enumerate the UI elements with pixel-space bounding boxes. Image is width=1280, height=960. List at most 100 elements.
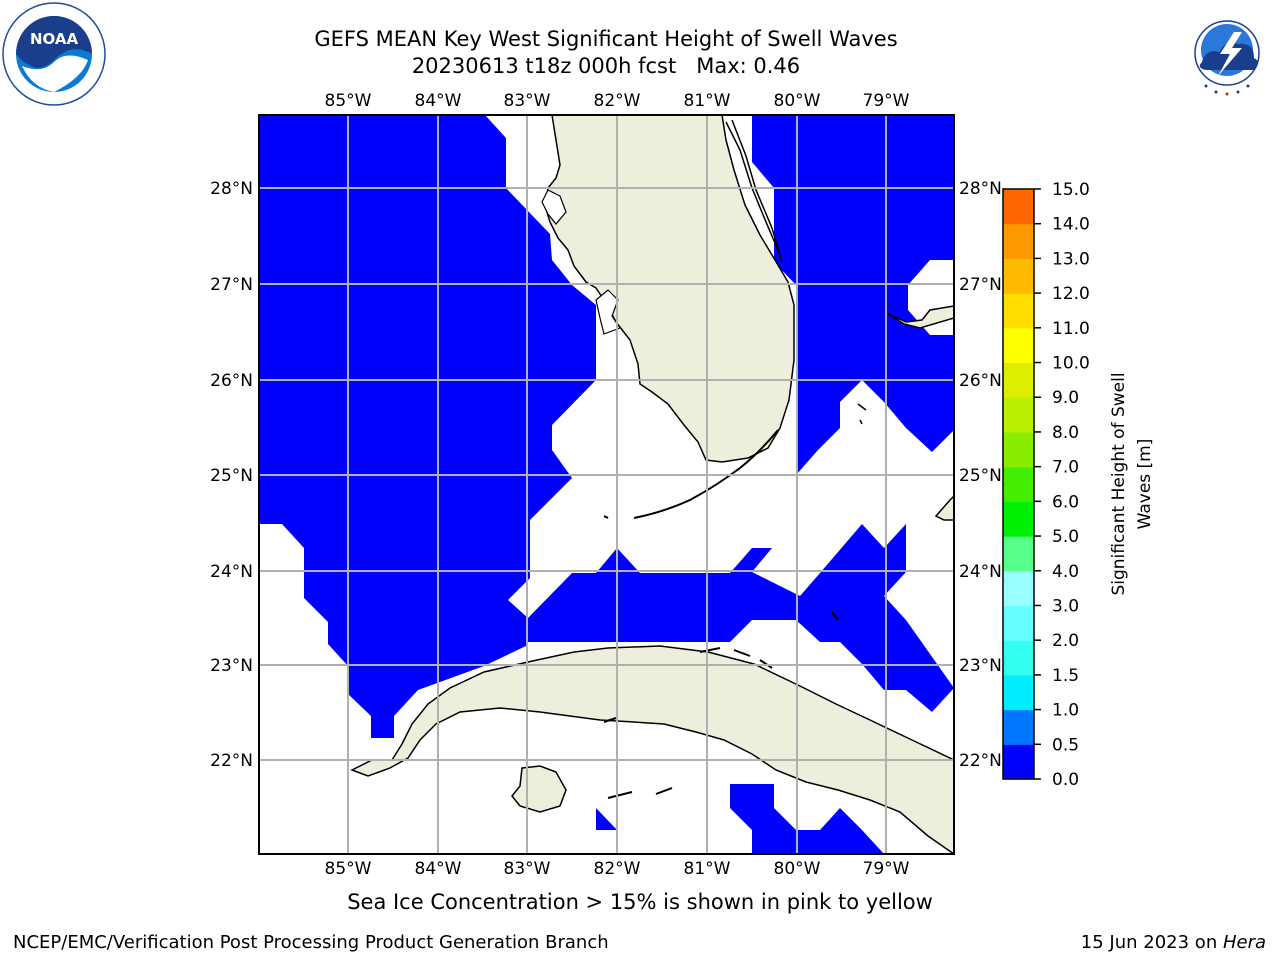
swell-region (752, 115, 954, 475)
lon-label-top: 83°W (504, 91, 551, 111)
lat-label-left: 27°N (210, 275, 253, 295)
colorbar-tick-label: 11.0 (1052, 319, 1090, 339)
lon-label-bottom: 85°W (325, 859, 372, 879)
map-area (259, 115, 954, 854)
lon-label-bottom: 79°W (863, 859, 910, 879)
colorbar-label: Significant Height of Swell Waves [m] (1109, 372, 1155, 595)
colorbar-segment (1003, 327, 1034, 364)
lat-label-right: 25°N (959, 466, 1002, 486)
colorbar-tick-label: 3.0 (1052, 596, 1079, 616)
lat-label-right: 23°N (959, 656, 1002, 676)
lat-label-left: 26°N (210, 371, 253, 391)
colorbar-tick-label: 9.0 (1052, 388, 1079, 408)
lon-labels-bottom: 85°W 84°W 83°W 82°W 81°W 80°W 79°W (325, 859, 910, 879)
cay-sal (831, 611, 839, 621)
colorbar-segment (1003, 744, 1034, 780)
colorbar-tick-label: 15.0 (1052, 180, 1090, 200)
lat-labels-left: 28°N 27°N 26°N 25°N 24°N 23°N 22°N (210, 179, 253, 771)
nws-logo (1177, 3, 1277, 103)
lon-label-bottom: 80°W (774, 859, 821, 879)
key-west-islet (603, 515, 609, 519)
colorbar-tick-label: 8.0 (1052, 423, 1079, 443)
sea-ice-note: Sea Ice Concentration > 15% is shown in … (347, 890, 933, 914)
swell-region (730, 784, 884, 854)
colorbar-tick-label: 13.0 (1052, 249, 1090, 269)
colorbar-segment (1003, 501, 1034, 537)
colorbar (1003, 189, 1034, 780)
colorbar-segment (1003, 536, 1034, 572)
colorbar-tick-label: 5.0 (1052, 527, 1079, 547)
lat-label-right: 24°N (959, 562, 1002, 582)
florida-keys (633, 429, 779, 519)
isle-of-youth (511, 765, 567, 813)
lat-labels-right: 28°N 27°N 26°N 25°N 24°N 23°N 22°N (959, 179, 1002, 771)
colorbar-segment (1003, 397, 1034, 433)
colorbar-segment (1003, 674, 1034, 711)
swell-region (596, 808, 617, 830)
lon-labels-top: 85°W 84°W 83°W 82°W 81°W 80°W 79°W (325, 91, 910, 111)
lon-label-top: 82°W (594, 91, 641, 111)
grand-bahama (887, 305, 954, 329)
lat-label-right: 26°N (959, 371, 1002, 391)
cuba-landmass (350, 645, 954, 854)
lat-label-left: 22°N (210, 751, 253, 771)
colorbar-tick-label: 0.5 (1052, 735, 1079, 755)
title-line-1: GEFS MEAN Key West Significant Height of… (314, 27, 898, 51)
colorbar-segment (1003, 362, 1034, 398)
colorbar-segment (1003, 258, 1034, 294)
colorbar-tick-label: 14.0 (1052, 215, 1090, 235)
colorbar-tick-label: 0.0 (1052, 770, 1079, 790)
lon-label-top: 80°W (774, 91, 821, 111)
footer-date-text: 15 Jun 2023 on (1080, 932, 1223, 953)
swell-region (259, 115, 596, 738)
noaa-logo-text: NOAA (30, 30, 79, 48)
cuba-south-cays (603, 717, 673, 799)
lon-label-top: 84°W (415, 91, 462, 111)
lat-label-left: 23°N (210, 656, 253, 676)
colorbar-label-line-2: Waves [m] (1135, 439, 1155, 530)
colorbar-segment (1003, 466, 1034, 502)
tampa-bay (541, 189, 567, 225)
east-coast-lagoon-2 (731, 119, 783, 263)
lon-label-top: 81°W (684, 91, 731, 111)
lon-label-bottom: 84°W (415, 859, 462, 879)
noaa-logo: NOAA (2, 2, 106, 106)
lon-label-bottom: 82°W (594, 859, 641, 879)
lat-label-left: 25°N (210, 466, 253, 486)
colorbar-tick-label: 1.5 (1052, 666, 1079, 686)
colorbar-ticks: 0.0 0.5 1.0 1.5 2.0 3.0 4.0 5.0 6.0 7.0 8.0 9.0 10.0… (1034, 180, 1090, 790)
footer-credit: NCEP/EMC/Verification Post Processing Pr… (13, 932, 609, 953)
colorbar-segment (1003, 709, 1034, 745)
colorbar-segment (1003, 293, 1034, 329)
colorbar-label-line-1: Significant Height of Swell (1109, 372, 1129, 595)
florida-landmass (544, 115, 795, 463)
colorbar-frame (1002, 188, 1035, 780)
lat-label-left: 24°N (210, 562, 253, 582)
footer-date: 15 Jun 2023 on Hera (1081, 932, 1266, 953)
lon-label-bottom: 81°W (684, 859, 731, 879)
colorbar-tick-label: 2.0 (1052, 631, 1079, 651)
footer-host: Hera (1222, 932, 1266, 953)
colorbar-tick-label: 7.0 (1052, 458, 1079, 478)
colorbar-tick-label: 1.0 (1052, 701, 1079, 721)
colorbar-segment (1003, 640, 1034, 676)
lat-label-right: 27°N (959, 275, 1002, 295)
colorbar-tick-label: 6.0 (1052, 492, 1079, 512)
lat-label-left: 28°N (210, 179, 253, 199)
colorbar-tick-label: 4.0 (1052, 562, 1079, 582)
map-frame (258, 114, 955, 855)
colorbar-segment (1003, 223, 1034, 260)
colorbar-segment (1003, 431, 1034, 468)
land-layer (350, 115, 954, 854)
colorbar-tick-label: 12.0 (1052, 284, 1090, 304)
colorbar-tick-label: 10.0 (1052, 354, 1090, 374)
colorbar-segment (1003, 570, 1034, 607)
colorbar-segment (1003, 189, 1034, 225)
title-line-2: 20230613 t18z 000h fcst Max: 0.46 (411, 54, 801, 78)
lat-label-right: 22°N (959, 751, 1002, 771)
lat-label-right: 28°N (959, 179, 1002, 199)
bahamas-east (934, 494, 954, 521)
andros-islet (857, 403, 867, 425)
colorbar-segment (1003, 605, 1034, 641)
